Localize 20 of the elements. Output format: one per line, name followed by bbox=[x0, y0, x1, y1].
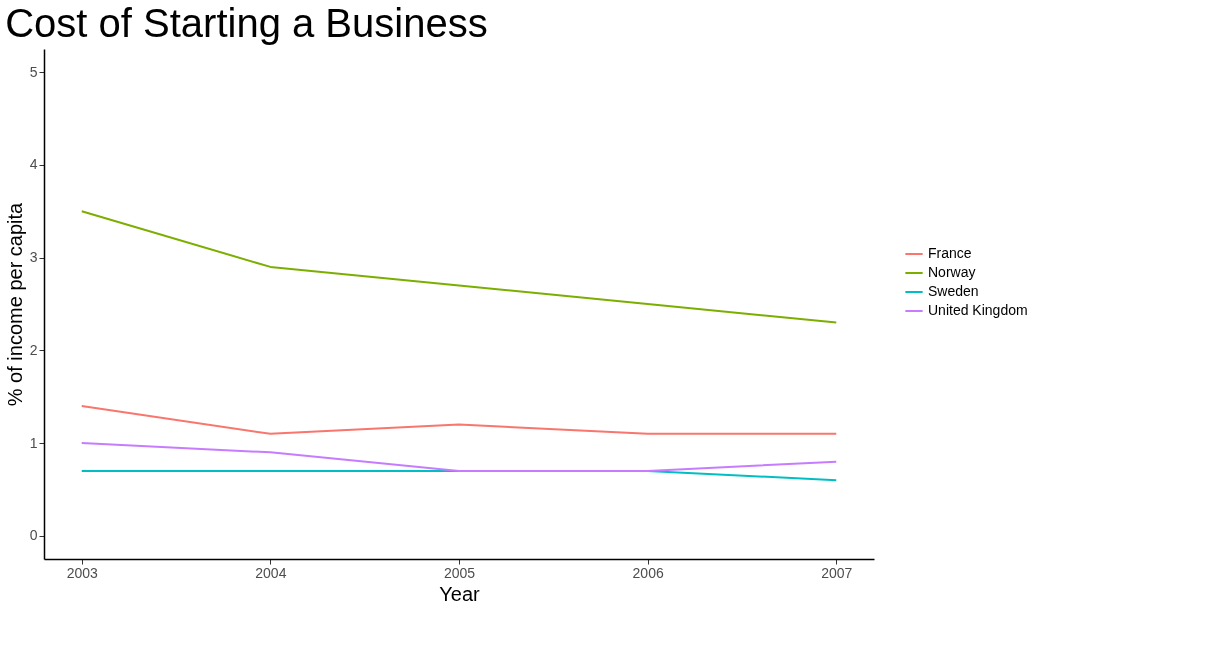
y-tick-label: 2 bbox=[29, 341, 38, 358]
x-tick-label: 2004 bbox=[255, 564, 287, 581]
x-tick-label: 2005 bbox=[443, 564, 476, 581]
y-tick-label: 4 bbox=[29, 156, 38, 173]
x-axis-title: Year bbox=[439, 582, 481, 605]
legend-label: Norway bbox=[928, 264, 976, 280]
legend-label: France bbox=[928, 245, 972, 261]
line-series bbox=[80, 210, 838, 324]
y-tick-label: 5 bbox=[29, 63, 38, 80]
y-tick-label: 1 bbox=[29, 434, 38, 451]
y-tick-label: 0 bbox=[29, 527, 38, 544]
x-tick-label: 2003 bbox=[66, 564, 99, 581]
legend-label: United Kingdom bbox=[928, 302, 1028, 318]
x-tick-label: 2006 bbox=[632, 564, 664, 581]
legend-label: Sweden bbox=[928, 283, 979, 299]
y-axis-title: % of income per capita bbox=[3, 201, 26, 407]
x-tick-label: 2007 bbox=[821, 564, 853, 581]
y-tick-label: 3 bbox=[29, 249, 38, 266]
line-series bbox=[80, 442, 838, 472]
chart-title: Cost of Starting a Business bbox=[5, 1, 488, 45]
